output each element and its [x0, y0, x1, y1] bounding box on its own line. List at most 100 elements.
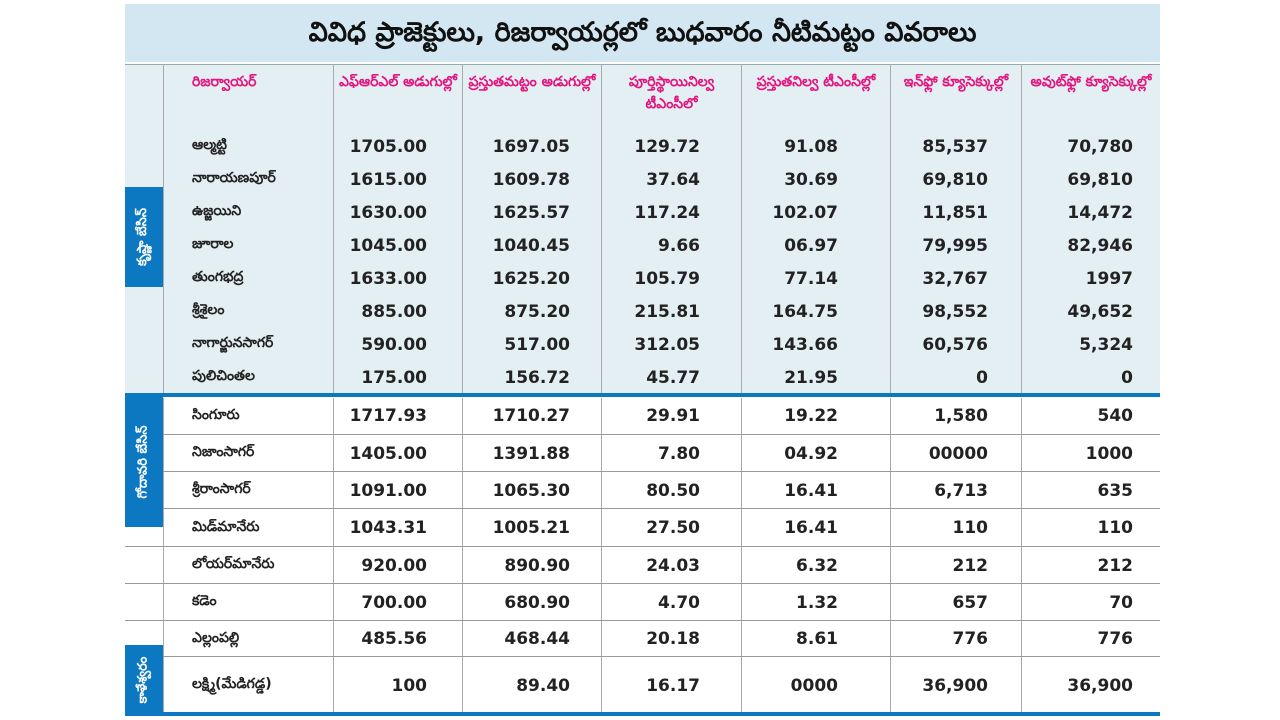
table-cell: 1625.20: [462, 262, 601, 295]
table-row: శ్రీశైలం 885.00 875.20 215.81 164.75 98,552 49…: [125, 295, 1160, 328]
table-cell: 1705.00: [333, 130, 462, 163]
reservoir-name: పులిచింతల: [163, 361, 333, 394]
reservoir-name: సింగూరు: [163, 398, 333, 434]
table-row: నిజాంసాగర్ 1405.00 1391.88 7.80 04.92 00000 10…: [125, 434, 1160, 472]
reservoir-name: ఉజ్జయిని: [163, 196, 333, 229]
table-cell: 36,900: [1021, 657, 1160, 714]
table-cell: 79,995: [890, 229, 1021, 262]
table-cell: 70,780: [1021, 130, 1160, 163]
table-cell: 00000: [890, 435, 1021, 472]
table-cell: 1697.05: [462, 130, 601, 163]
table-cell: 0: [890, 361, 1021, 394]
reservoir-name: లక్ష్మి(మేడిగడ్డ): [163, 657, 333, 714]
table-cell: 700.00: [333, 584, 462, 621]
table-cell: 89.40: [462, 657, 601, 714]
table-row: నాగార్జునసాగర్ 590.00 517.00 312.05 143.66 60…: [125, 328, 1160, 361]
table-cell: 635: [1021, 472, 1160, 509]
table-cell: 06.97: [741, 229, 890, 262]
reservoir-name: నాగార్జునసాగర్: [163, 328, 333, 361]
table-cell: 9.66: [601, 229, 741, 262]
table-cell: 60,576: [890, 328, 1021, 361]
table-cell: 590.00: [333, 328, 462, 361]
table-cell: 110: [1021, 509, 1160, 547]
table-cell: 14,472: [1021, 196, 1160, 229]
table-cell: 212: [890, 547, 1021, 584]
reservoir-name: నారాయణపూర్: [163, 163, 333, 196]
table-cell: 890.90: [462, 547, 601, 584]
basin-label: కాళేశ్వరం: [125, 645, 163, 715]
table-cell: 16.41: [741, 509, 890, 547]
table-cell: 776: [1021, 621, 1160, 657]
column-header: ఇన్‌ఫ్లో క్యూసెక్కుల్లో: [890, 65, 1021, 131]
table-cell: 540: [1021, 398, 1160, 434]
table-cell: 1043.31: [333, 509, 462, 547]
table-row: ఉజ్జయిని 1630.00 1625.57 117.24 102.07 11,851…: [125, 196, 1160, 229]
table-cell: 8.61: [741, 621, 890, 657]
table-cell: 102.07: [741, 196, 890, 229]
reservoir-name: నిజాంసాగర్: [163, 435, 333, 472]
table-cell: 1005.21: [462, 509, 601, 547]
column-header: ప్రస్తుతమట్టం అడుగుల్లో: [462, 65, 601, 131]
table-cell: 143.66: [741, 328, 890, 361]
table-cell: 312.05: [601, 328, 741, 361]
table-cell: 1630.00: [333, 196, 462, 229]
table-cell: 156.72: [462, 361, 601, 394]
table-cell: 0: [1021, 361, 1160, 394]
reservoir-name: తుంగభద్ర: [163, 262, 333, 295]
table-cell: 485.56: [333, 621, 462, 657]
table-cell: 129.72: [601, 130, 741, 163]
table-cell: 117.24: [601, 196, 741, 229]
table-cell: 30.69: [741, 163, 890, 196]
table-cell: 69,810: [890, 163, 1021, 196]
reservoir-name: మిడ్‌మానేరు: [163, 509, 333, 547]
table-cell: 32,767: [890, 262, 1021, 295]
table-cell: 468.44: [462, 621, 601, 657]
table-cell: 27.50: [601, 509, 741, 547]
reservoir-name: జూరాల: [163, 229, 333, 262]
table-cell: 7.80: [601, 435, 741, 472]
table-cell: 1391.88: [462, 435, 601, 472]
reservoir-name: శ్రీశైలం: [163, 295, 333, 328]
table-header: రిజర్వాయర్ ఎఫ్‌ఆర్‌ఎల్ అడుగుల్లో ప్రస్తుతమ…: [125, 64, 1160, 131]
table-cell: 91.08: [741, 130, 890, 163]
table-cell: 1633.00: [333, 262, 462, 295]
table-cell: 1,580: [890, 398, 1021, 434]
table-cell: 36,900: [890, 657, 1021, 714]
column-header: అవుట్‌ఫ్లో క్యూసెక్కుల్లో: [1021, 65, 1160, 131]
table-cell: 98,552: [890, 295, 1021, 328]
table-cell: 19.22: [741, 398, 890, 434]
column-header: ప్రస్తుతనిల్వ టీఎంసీల్లో: [741, 65, 890, 131]
table-cell: 1065.30: [462, 472, 601, 509]
table-cell: 80.50: [601, 472, 741, 509]
table-cell: 875.20: [462, 295, 601, 328]
table-cell: 215.81: [601, 295, 741, 328]
table-cell: 1710.27: [462, 398, 601, 434]
table-cell: 49,652: [1021, 295, 1160, 328]
table-cell: 1091.00: [333, 472, 462, 509]
page-title: వివిధ ప్రాజెక్టులు, రిజర్వాయర్లలో బుధవార…: [125, 4, 1160, 62]
table-cell: 6.32: [741, 547, 890, 584]
table-row: శ్రీరాంసాగర్ 1091.00 1065.30 80.50 16.41 6,71…: [125, 471, 1160, 509]
table-cell: 29.91: [601, 398, 741, 434]
table-cell: 1625.57: [462, 196, 601, 229]
table-cell: 1405.00: [333, 435, 462, 472]
table-cell: 16.17: [601, 657, 741, 714]
table-cell: 1615.00: [333, 163, 462, 196]
column-header: ఎఫ్‌ఆర్‌ఎల్ అడుగుల్లో: [333, 65, 462, 131]
basin-label: కృష్ణా బేసిన్: [125, 187, 163, 287]
table-cell: 04.92: [741, 435, 890, 472]
reservoir-name: కడెం: [163, 584, 333, 621]
table-cell: 85,537: [890, 130, 1021, 163]
table-cell: 16.41: [741, 472, 890, 509]
table-cell: 920.00: [333, 547, 462, 584]
table-cell: 1000: [1021, 435, 1160, 472]
table-cell: 1717.93: [333, 398, 462, 434]
table-cell: 21.95: [741, 361, 890, 394]
table-row: మిడ్‌మానేరు 1043.31 1005.21 27.50 16.41 110 11…: [125, 508, 1160, 547]
table-cell: 105.79: [601, 262, 741, 295]
table-cell: 0000: [741, 657, 890, 714]
table-row: లోయర్‌మానేరు 920.00 890.90 24.03 6.32 212 212: [125, 546, 1160, 584]
table-cell: 24.03: [601, 547, 741, 584]
table-row: పులిచింతల 175.00 156.72 45.77 21.95 0 0: [125, 361, 1160, 394]
reservoir-name: శ్రీరాంసాగర్: [163, 472, 333, 509]
